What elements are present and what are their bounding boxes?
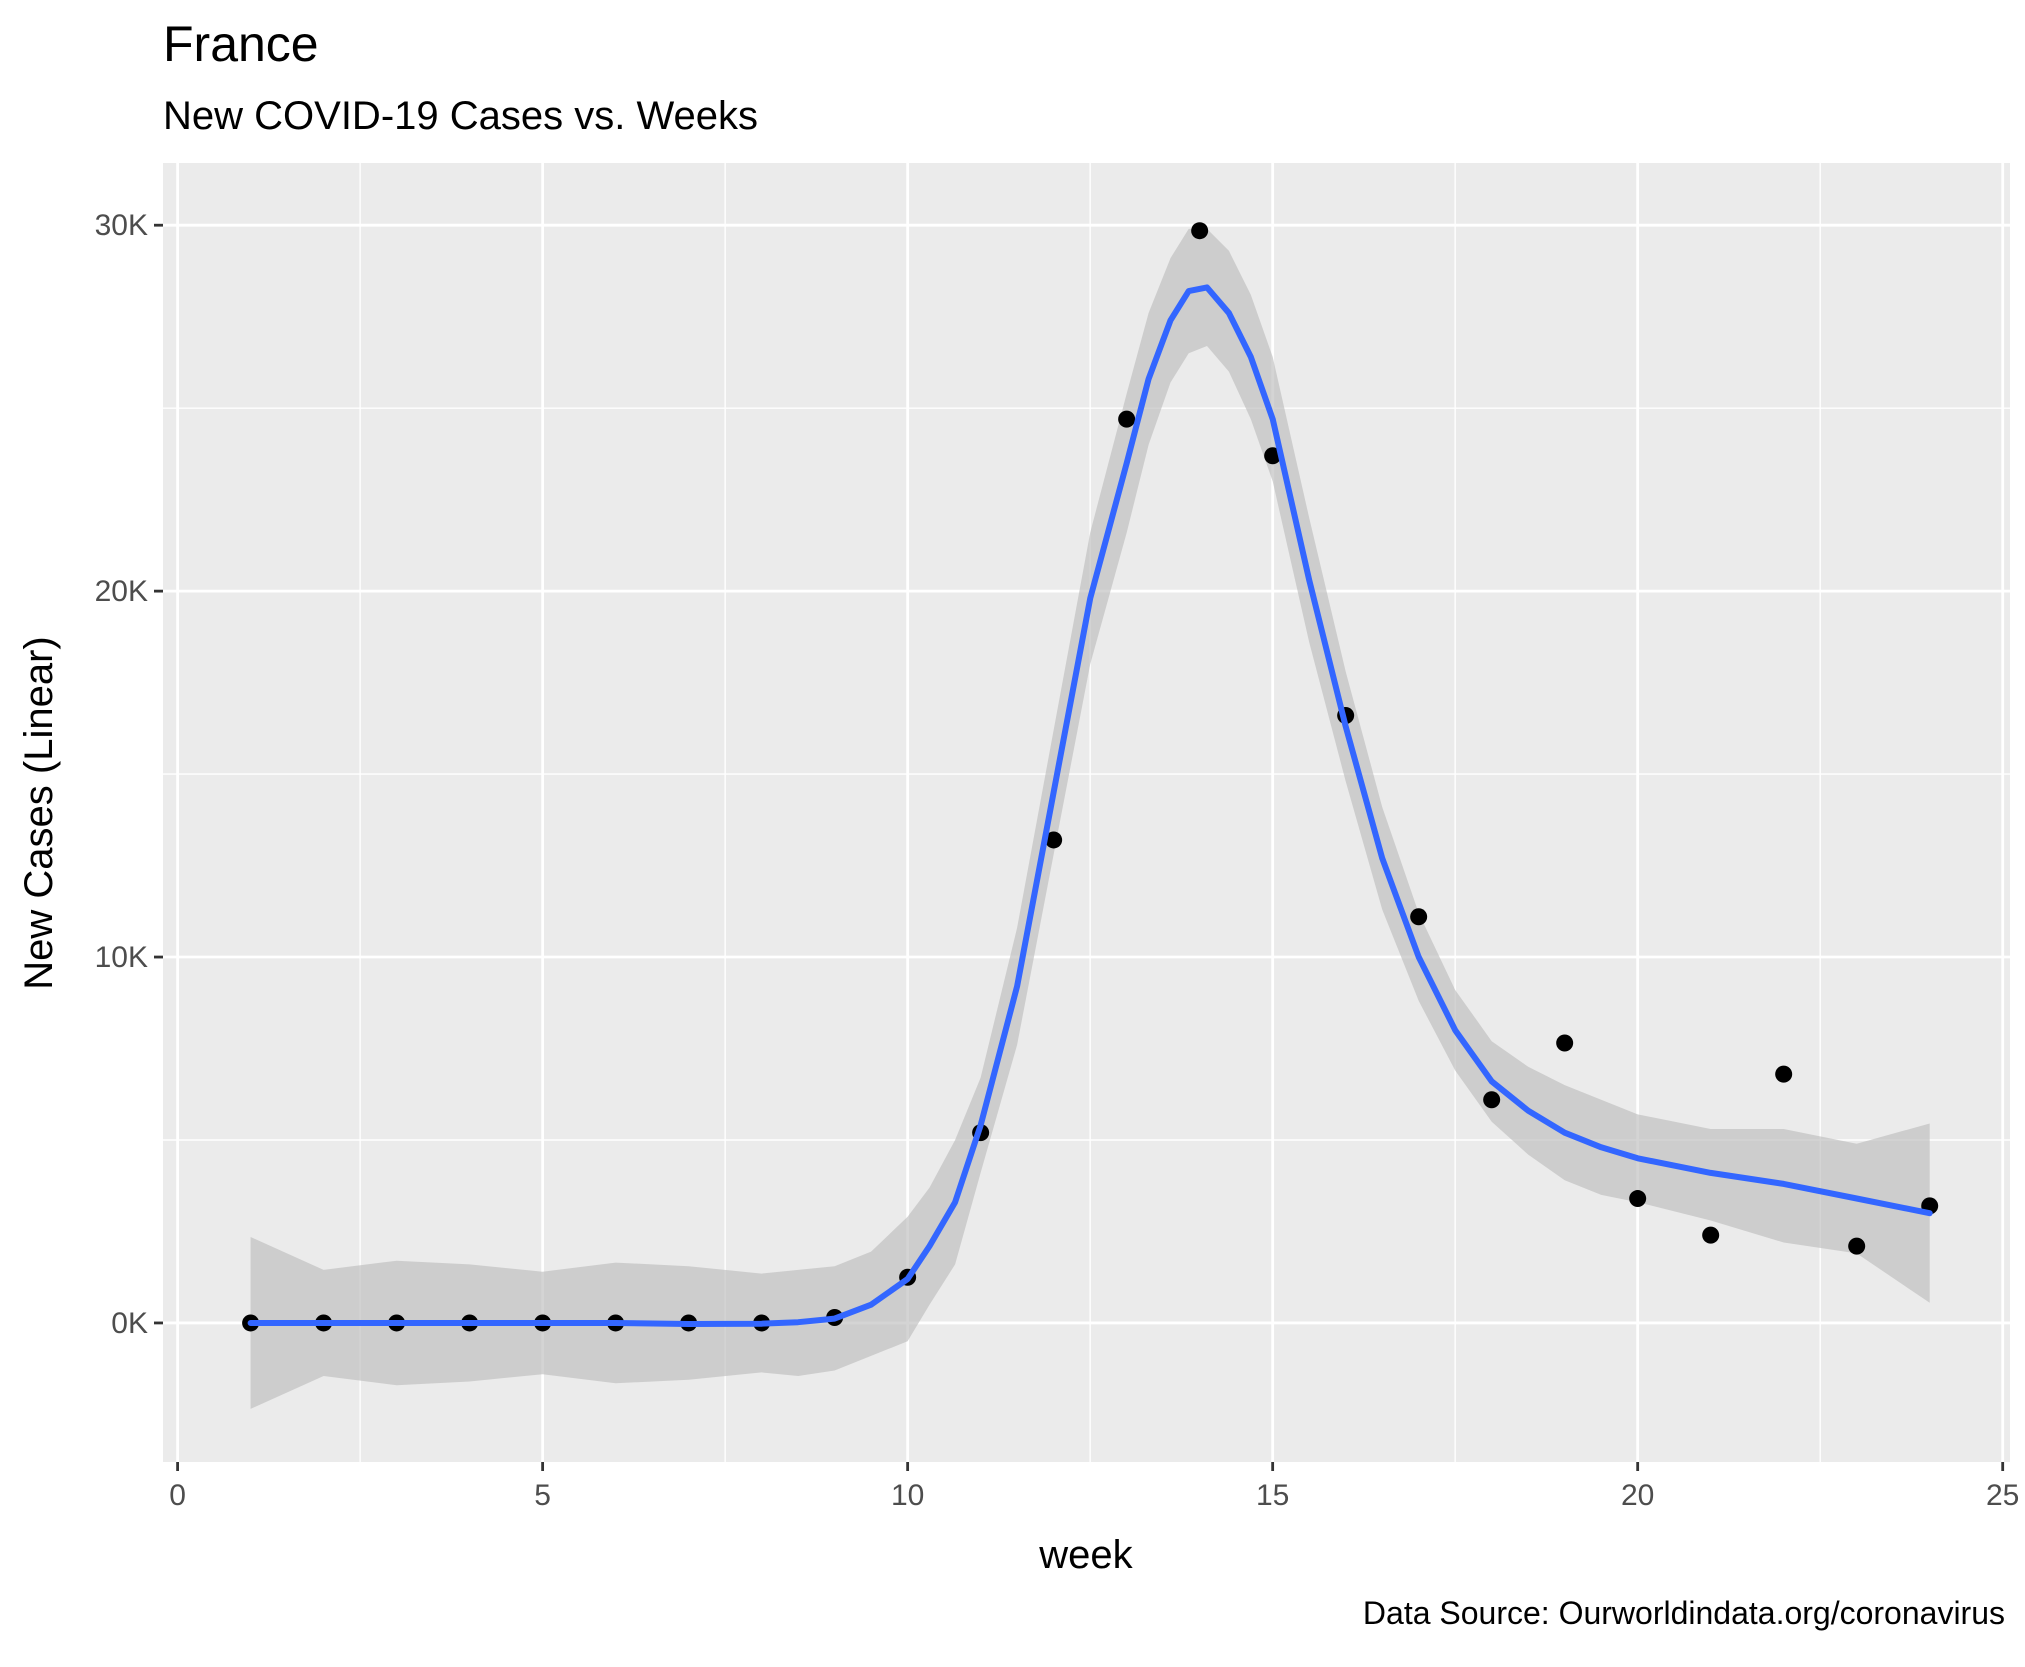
x-tick-label: 20 [1621, 1479, 1654, 1512]
y-tick-label: 30K [95, 209, 148, 242]
data-point [1556, 1034, 1574, 1052]
data-source-caption: Data Source: Ourworldindata.org/coronavi… [1363, 1595, 2005, 1631]
y-tick-label: 0K [111, 1307, 148, 1340]
data-point [1264, 447, 1282, 465]
x-tick-label: 5 [534, 1479, 551, 1512]
data-point [1629, 1190, 1647, 1208]
data-point [1191, 222, 1209, 240]
x-tick-label: 10 [891, 1479, 924, 1512]
data-point [1848, 1237, 1866, 1255]
x-tick-label: 25 [1986, 1479, 2019, 1512]
y-axis: 0K 10K 20K 30K [95, 209, 163, 1340]
data-point [1775, 1065, 1793, 1083]
data-point [1702, 1226, 1720, 1244]
data-point [1410, 908, 1428, 926]
x-tick-label: 15 [1256, 1479, 1289, 1512]
x-tick-label: 0 [169, 1479, 186, 1512]
plot-panel [163, 163, 2010, 1462]
confidence-band [250, 228, 1930, 1409]
x-axis-title: week [1038, 1533, 1133, 1577]
x-axis: 0 5 10 15 20 25 [169, 1462, 2019, 1512]
data-point [1483, 1091, 1501, 1109]
y-tick-label: 20K [95, 575, 148, 608]
data-point [1045, 831, 1063, 849]
chart-subtitle: New COVID-19 Cases vs. Weeks [163, 94, 758, 138]
chart-title: France [163, 16, 319, 72]
y-axis-title: New Cases (Linear) [17, 636, 61, 989]
data-point [1118, 410, 1136, 428]
smooth-trend-line [247, 284, 1933, 1327]
y-tick-label: 10K [95, 941, 148, 974]
